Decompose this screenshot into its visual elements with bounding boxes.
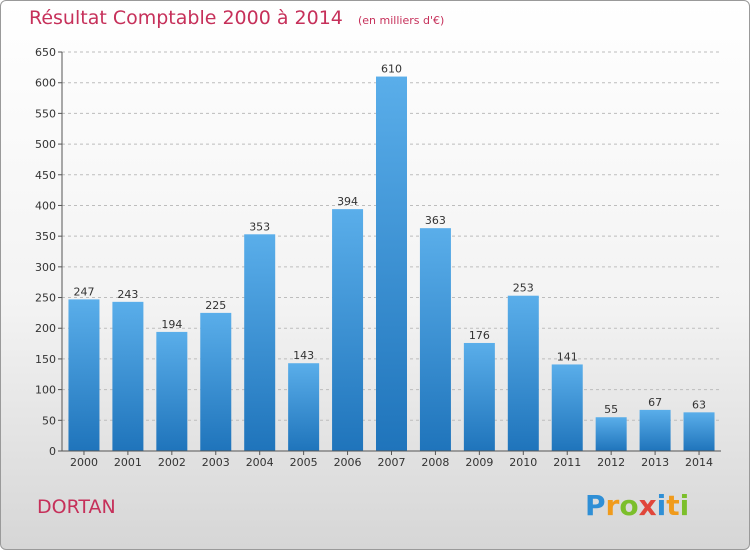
- value-label-2005: 143: [293, 349, 314, 362]
- chart-title: Résultat Comptable 2000 à 2014: [29, 7, 343, 29]
- y-tick-label: 350: [35, 230, 56, 243]
- value-label-2007: 610: [381, 63, 402, 76]
- value-label-2009: 176: [469, 329, 490, 342]
- chart-subtitle: (en milliers d'€): [357, 14, 445, 27]
- y-tick-label: 550: [35, 107, 56, 120]
- value-label-2002: 194: [161, 318, 182, 331]
- bar-2008: [419, 228, 451, 451]
- x-tick-label-2009: 2009: [465, 456, 493, 469]
- x-tick-label-2008: 2008: [421, 456, 449, 469]
- city-label: DORTAN: [37, 496, 116, 518]
- value-label-2006: 394: [337, 195, 358, 208]
- bar-layer: [68, 76, 715, 452]
- x-tick-label-2007: 2007: [378, 456, 406, 469]
- logo-letter: x: [638, 489, 657, 522]
- logo-letter: t: [666, 489, 680, 522]
- value-label-2000: 247: [73, 285, 94, 298]
- value-label-2008: 363: [425, 214, 446, 227]
- axis-layer: 0 50 100 150 200 250 300 350 400 450 500 550 600 650: [35, 46, 721, 458]
- y-tick-label: 650: [35, 46, 56, 59]
- x-tick-label-2005: 2005: [290, 456, 318, 469]
- logo-letter: o: [619, 489, 639, 522]
- y-tick-label: 450: [35, 169, 56, 182]
- bar-2006: [332, 209, 364, 451]
- value-label-2004: 353: [249, 220, 270, 233]
- bar-2000: [68, 299, 100, 451]
- x-tick-label-2011: 2011: [553, 456, 581, 469]
- y-tick-label: 0: [49, 445, 56, 458]
- x-tick-label-2010: 2010: [509, 456, 537, 469]
- x-tick-label-2013: 2013: [641, 456, 669, 469]
- value-label-2001: 243: [117, 288, 138, 301]
- x-tick-label-2000: 2000: [70, 456, 98, 469]
- bar-2012: [595, 417, 627, 451]
- value-label-2013: 67: [648, 396, 662, 409]
- bar-2005: [288, 363, 320, 451]
- label-layer: 247 2000 243 2001 194 2002 225 2003 353 2004 143 20…: [70, 63, 713, 469]
- logo-letter: i: [679, 489, 690, 522]
- y-tick-label: 500: [35, 138, 56, 151]
- proxiti-logo[interactable]: Proxiti: [585, 489, 689, 522]
- value-label-2011: 141: [557, 350, 578, 363]
- bar-2003: [200, 312, 232, 451]
- value-label-2003: 225: [205, 299, 226, 312]
- x-tick-label-2001: 2001: [114, 456, 142, 469]
- y-tick-label: 400: [35, 199, 56, 212]
- y-tick-label: 50: [42, 414, 56, 427]
- value-label-2012: 55: [604, 403, 618, 416]
- x-tick-label-2004: 2004: [246, 456, 274, 469]
- bar-2001: [112, 301, 144, 451]
- y-tick-label: 150: [35, 353, 56, 366]
- x-tick-label-2003: 2003: [202, 456, 230, 469]
- x-tick-label-2014: 2014: [685, 456, 713, 469]
- bar-2010: [507, 295, 539, 451]
- bar-2014: [683, 412, 715, 451]
- title-row: Résultat Comptable 2000 à 2014 (en milli…: [29, 7, 444, 29]
- bar-2011: [551, 364, 583, 451]
- x-tick-label-2002: 2002: [158, 456, 186, 469]
- y-tick-label: 250: [35, 292, 56, 305]
- y-tick-label: 600: [35, 77, 56, 90]
- bar-2013: [639, 409, 671, 451]
- bar-2002: [156, 331, 188, 451]
- value-label-2014: 63: [692, 398, 706, 411]
- y-tick-label: 100: [35, 384, 56, 397]
- logo-letter: i: [656, 489, 667, 522]
- bar-2009: [463, 342, 495, 451]
- value-label-2010: 253: [513, 282, 534, 295]
- y-tick-label: 300: [35, 261, 56, 274]
- y-tick-label: 200: [35, 322, 56, 335]
- logo-letter: r: [605, 489, 620, 522]
- x-tick-label-2012: 2012: [597, 456, 625, 469]
- bar-2007: [376, 76, 407, 452]
- logo-letter: P: [585, 489, 606, 522]
- x-tick-label-2006: 2006: [334, 456, 362, 469]
- bar-2004: [244, 234, 276, 451]
